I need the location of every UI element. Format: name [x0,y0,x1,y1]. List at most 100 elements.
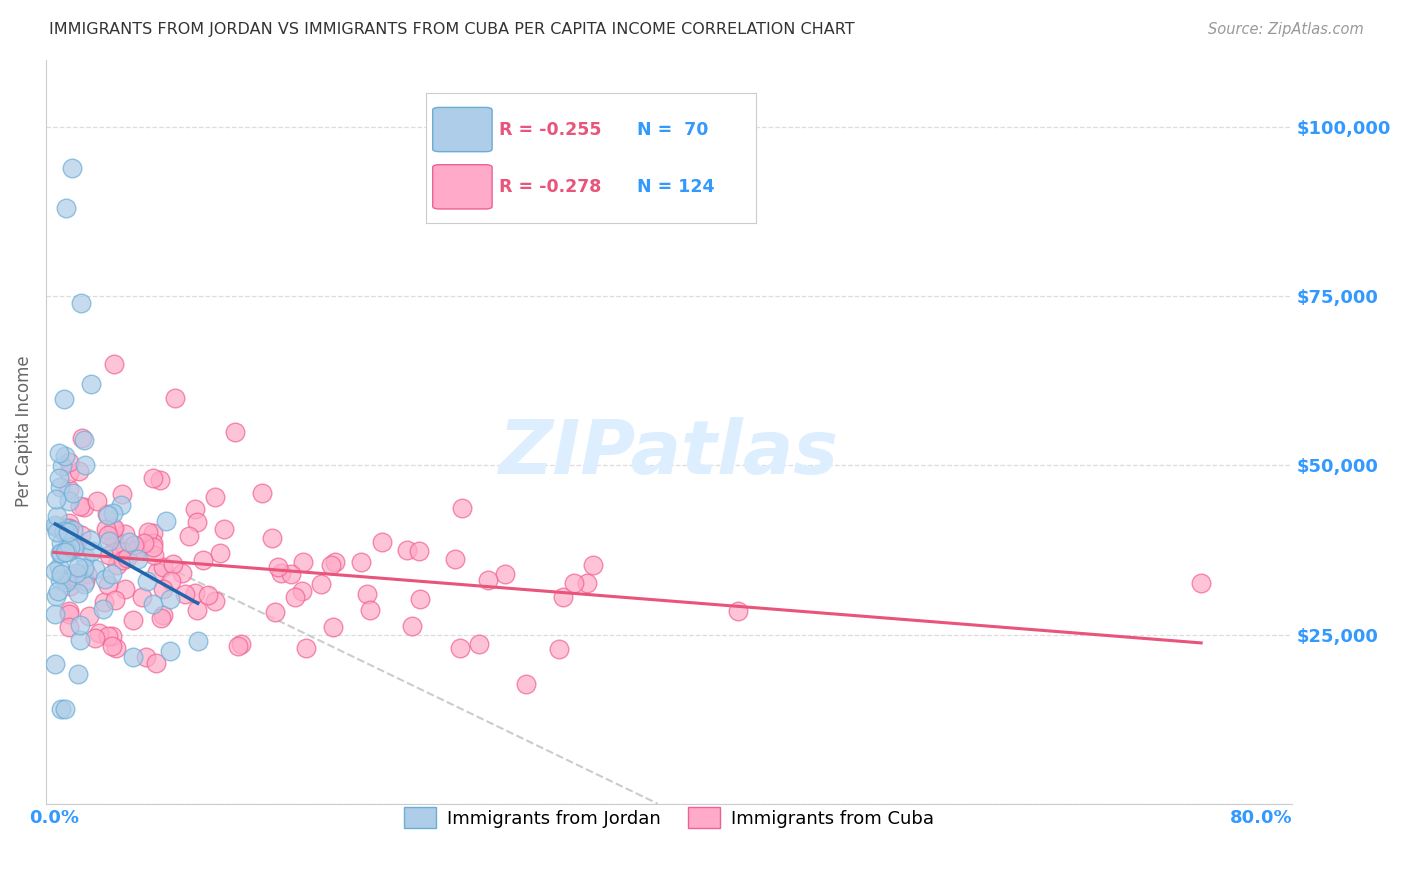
Point [58,521,80,535]
Point [44,564,66,578]
Point [122,650,145,665]
Point [110,498,132,512]
Point [52,524,75,539]
Point [70,528,93,542]
Point [155,514,177,528]
Point [59,579,82,593]
Point [51,459,73,474]
Point [152,559,174,574]
Point [49,546,72,560]
Point [58,604,80,618]
Text: Source: ZipAtlas.com: Source: ZipAtlas.com [1208,22,1364,37]
Point [124,538,146,552]
Point [141,597,163,611]
Point [55,202,77,216]
Point [45,492,67,507]
Point [408,544,430,558]
Point [291,555,314,569]
Point [75,550,97,565]
Point [191,552,214,566]
Point [58,525,80,540]
Point [73,577,96,591]
Point [395,543,418,558]
Point [53,449,76,463]
Point [97,578,120,592]
Point [62,569,84,583]
Point [197,588,219,602]
Point [94,572,117,586]
Point [80,544,103,558]
Point [76,567,98,582]
Point [309,577,332,591]
Point [67,465,90,479]
Point [143,548,166,562]
Point [117,535,139,549]
Point [121,613,143,627]
Point [63,536,86,550]
Point [73,433,96,447]
Point [58,607,80,622]
Point [80,377,103,392]
Point [75,574,97,588]
Point [69,617,91,632]
Point [91,601,114,615]
Point [111,487,134,501]
Point [184,586,207,600]
Point [101,567,124,582]
Point [49,567,72,582]
Point [224,425,246,439]
Point [280,567,302,582]
Point [56,545,79,559]
Point [103,533,125,548]
Point [319,558,342,572]
Point [63,540,86,554]
Point [132,536,155,550]
Point [125,543,148,558]
Point [55,542,77,557]
Point [44,657,66,671]
Point [114,582,136,596]
Point [58,521,80,535]
Point [1189,575,1212,590]
Point [65,541,87,555]
Point [142,536,165,550]
Point [103,357,125,371]
Point [371,534,394,549]
Point [45,520,67,534]
Point [187,633,209,648]
Point [114,527,136,541]
Point [450,501,472,516]
Point [204,594,226,608]
Point [170,566,193,580]
Point [131,591,153,605]
Point [44,607,66,622]
Point [575,575,598,590]
Point [100,629,122,643]
Point [350,555,373,569]
Point [468,637,491,651]
Point [359,603,381,617]
Point [44,518,66,533]
Point [582,558,605,573]
Point [58,493,80,508]
Point [103,521,125,535]
Point [262,532,284,546]
Point [69,632,91,647]
Point [70,431,93,445]
Point [112,553,135,567]
Text: IMMIGRANTS FROM JORDAN VS IMMIGRANTS FROM CUBA PER CAPITA INCOME CORRELATION CHA: IMMIGRANTS FROM JORDAN VS IMMIGRANTS FRO… [49,22,855,37]
Point [562,575,585,590]
Point [160,574,183,588]
Point [127,551,149,566]
Point [55,521,77,535]
Point [72,561,94,575]
Text: ZIPatlas: ZIPatlas [499,417,839,491]
Point [551,590,574,604]
Point [83,632,105,646]
Point [322,620,344,634]
Point [142,471,165,485]
Point [209,546,232,560]
Point [46,583,69,598]
Point [212,522,235,536]
Point [152,608,174,623]
